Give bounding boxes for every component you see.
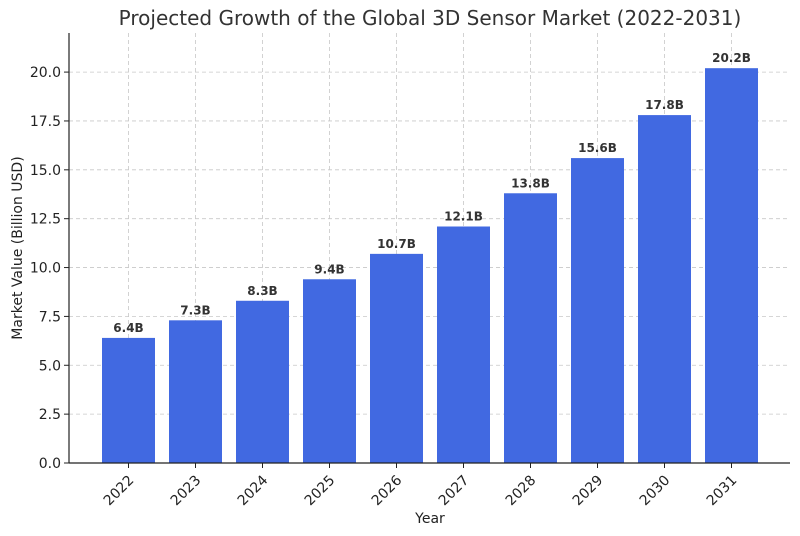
y-tick-label: 0.0 <box>39 456 61 472</box>
bar-value-label: 6.4B <box>113 321 143 335</box>
bar <box>303 279 356 463</box>
y-tick-label: 2.5 <box>39 407 61 423</box>
x-tick-label: 2031 <box>704 473 741 510</box>
bar <box>102 337 155 463</box>
bar-value-label: 8.3B <box>247 284 277 298</box>
bar <box>705 68 758 463</box>
bar-value-label: 9.4B <box>314 262 344 276</box>
y-tick-label: 10.0 <box>30 261 61 277</box>
bar <box>236 300 289 463</box>
x-tick-label: 2024 <box>235 472 272 509</box>
bar-value-label: 13.8B <box>511 176 550 190</box>
bar-value-label: 15.6B <box>578 141 617 155</box>
x-tick-label: 2029 <box>570 473 607 510</box>
y-tick-label: 15.0 <box>30 163 61 179</box>
y-axis-label: Market Value (Billion USD) <box>10 156 26 339</box>
chart-title: Projected Growth of the Global 3D Sensor… <box>119 6 742 30</box>
x-tick-label: 2028 <box>503 473 540 510</box>
x-tick-label: 2027 <box>436 473 473 510</box>
x-tick-label: 2025 <box>302 473 339 510</box>
bar-value-label: 12.1B <box>444 210 483 224</box>
bar <box>638 115 691 463</box>
x-tick-label: 2023 <box>168 473 205 510</box>
x-tick-label: 2022 <box>101 473 138 510</box>
y-tick-label: 17.5 <box>30 114 61 130</box>
y-tick-label: 7.5 <box>39 309 61 325</box>
x-axis-label: Year <box>414 511 445 527</box>
bar-value-label: 7.3B <box>180 303 210 317</box>
y-tick-label: 12.5 <box>30 212 61 228</box>
bars <box>102 68 758 464</box>
bar <box>504 193 557 464</box>
bar <box>571 158 624 463</box>
x-tick-label: 2030 <box>637 473 674 510</box>
bar <box>370 253 423 463</box>
bar <box>169 320 222 463</box>
bar-value-label: 20.2B <box>712 51 751 65</box>
data-labels: 6.4B 7.3B 8.3B 9.4B 10.7B 12.1B 13.8B 15.6B 17.8… <box>113 51 751 335</box>
bar <box>437 226 490 463</box>
x-tick-label: 2026 <box>369 472 406 509</box>
y-tick-label: 20.0 <box>30 65 61 81</box>
y-tick-label: 5.0 <box>39 358 61 374</box>
bar-value-label: 10.7B <box>377 237 416 251</box>
bar-value-label: 17.8B <box>645 98 684 112</box>
